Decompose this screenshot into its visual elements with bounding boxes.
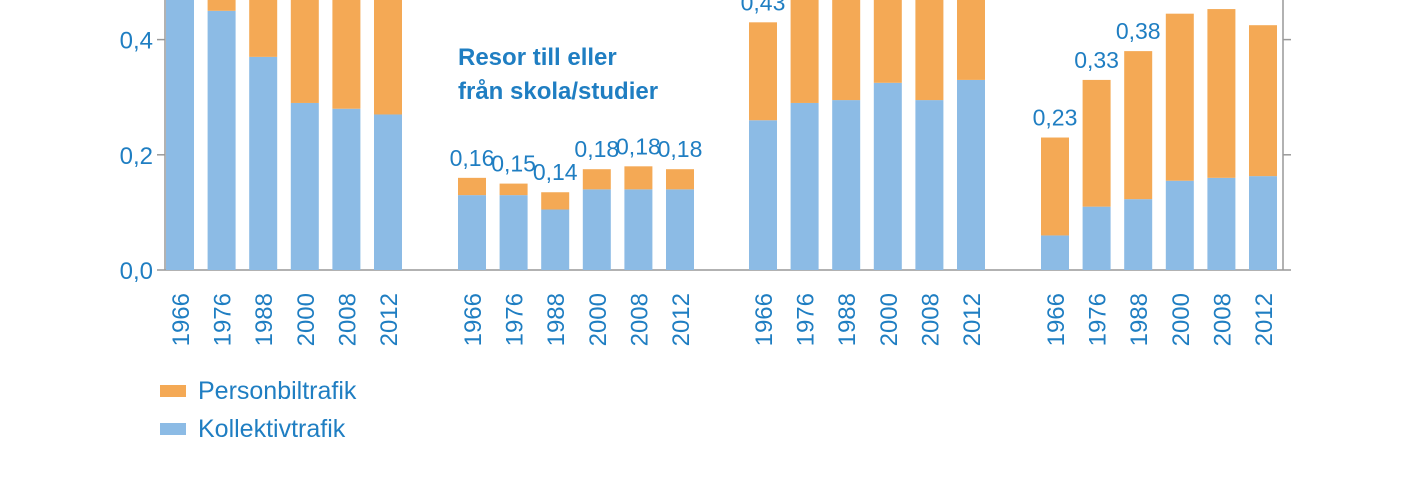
value-label-group2-1988: 0,14 bbox=[533, 159, 578, 185]
bar-personbiltrafik-group2-2012 bbox=[666, 169, 694, 190]
bar-kollektivtrafik-group2-2000 bbox=[582, 189, 611, 270]
value-label-group4-1976: 0,33 bbox=[1074, 47, 1119, 73]
bar-kollektivtrafik-group1-1988 bbox=[249, 56, 278, 270]
bar-personbiltrafik-group1-2012 bbox=[374, 0, 402, 115]
x-tick-label-group2-1966: 1966 bbox=[460, 293, 487, 346]
bar-kollektivtrafik-group3-1988 bbox=[832, 100, 861, 270]
bar-personbiltrafik-group1-1988 bbox=[249, 0, 278, 57]
x-tick-label-group4-2008: 2008 bbox=[1209, 293, 1236, 346]
value-label-group2-2012: 0,18 bbox=[658, 136, 703, 162]
x-tick-label-group4-1988: 1988 bbox=[1126, 293, 1153, 346]
bar-kollektivtrafik-group3-2008 bbox=[915, 100, 944, 270]
bar-personbiltrafik-group4-2012 bbox=[1249, 25, 1277, 177]
bar-kollektivtrafik-group2-1976 bbox=[499, 195, 528, 270]
bar-personbiltrafik-group4-1976 bbox=[1082, 79, 1111, 207]
bar-kollektivtrafik-group4-1988 bbox=[1124, 199, 1153, 270]
bar-personbiltrafik-group4-1966 bbox=[1041, 137, 1069, 236]
bar-personbiltrafik-group3-2008 bbox=[915, 0, 944, 101]
x-tick-label-group3-1966: 1966 bbox=[751, 293, 778, 346]
x-tick-label-group2-2008: 2008 bbox=[626, 293, 653, 346]
bar-kollektivtrafik-group1-2012 bbox=[374, 114, 402, 270]
bar-personbiltrafik-group2-1976 bbox=[499, 183, 528, 196]
bar-kollektivtrafik-group3-2000 bbox=[873, 82, 902, 270]
x-tick-label-group4-1976: 1976 bbox=[1085, 293, 1112, 346]
bar-personbiltrafik-group1-1976 bbox=[207, 0, 236, 11]
bar-personbiltrafik-group3-1966 bbox=[749, 22, 777, 121]
x-tick-label-group2-1976: 1976 bbox=[502, 293, 529, 346]
bar-kollektivtrafik-group3-1966 bbox=[749, 120, 777, 271]
value-label-group2-1976: 0,15 bbox=[491, 151, 536, 177]
bar-personbiltrafik-group3-2000 bbox=[873, 0, 902, 83]
bar-kollektivtrafik-group1-1976 bbox=[207, 10, 236, 271]
bar-kollektivtrafik-group4-2008 bbox=[1207, 177, 1236, 270]
x-tick-label-group4-1966: 1966 bbox=[1043, 293, 1070, 346]
x-tick-label-group2-1988: 1988 bbox=[543, 293, 570, 346]
bar-personbiltrafik-group2-2008 bbox=[624, 166, 653, 190]
group-title-line-1: Resor till eller bbox=[458, 44, 617, 71]
x-tick-label-group1-2008: 2008 bbox=[334, 293, 361, 346]
x-tick-label-group3-2000: 2000 bbox=[876, 293, 903, 346]
legend-item-kollektivtrafik: Kollektivtrafik bbox=[160, 410, 356, 448]
legend-swatch-personbiltrafik bbox=[160, 385, 186, 397]
value-label-group2-2008: 0,18 bbox=[616, 133, 661, 159]
bar-personbiltrafik-group1-2008 bbox=[332, 0, 361, 109]
legend-swatch-kollektivtrafik bbox=[160, 423, 186, 435]
value-label-group2-2000: 0,18 bbox=[574, 136, 619, 162]
legend-label-kollektivtrafik: Kollektivtrafik bbox=[198, 414, 346, 443]
x-tick-label-group1-2012: 2012 bbox=[376, 293, 403, 346]
bar-personbiltrafik-group3-2012 bbox=[957, 0, 985, 80]
bar-kollektivtrafik-group4-2000 bbox=[1165, 180, 1194, 270]
bar-kollektivtrafik-group3-1976 bbox=[790, 102, 819, 271]
y-tick-label: 0,2 bbox=[120, 143, 153, 170]
y-tick-label: 0,0 bbox=[120, 258, 153, 285]
x-tick-label-group1-2000: 2000 bbox=[293, 293, 320, 346]
x-tick-label-group1-1976: 1976 bbox=[210, 293, 237, 346]
x-tick-label-group3-2008: 2008 bbox=[917, 293, 944, 346]
bar-kollektivtrafik-group3-2012 bbox=[957, 79, 985, 270]
value-label-group2-1966: 0,16 bbox=[450, 145, 495, 171]
bar-kollektivtrafik-group2-1988 bbox=[541, 209, 570, 270]
x-tick-label-group3-1976: 1976 bbox=[793, 293, 820, 346]
bar-kollektivtrafik-group1-1966 bbox=[166, 0, 194, 270]
bar-personbiltrafik-group4-2008 bbox=[1207, 9, 1236, 178]
value-label-group3-1966: 0,43 bbox=[741, 0, 786, 15]
bar-kollektivtrafik-group4-1976 bbox=[1082, 206, 1111, 270]
y-tick-label: 0,4 bbox=[120, 28, 153, 55]
bar-personbiltrafik-group3-1988 bbox=[832, 0, 861, 101]
bar-kollektivtrafik-group1-2008 bbox=[332, 108, 361, 270]
x-tick-label-group1-1988: 1988 bbox=[251, 293, 278, 346]
bar-personbiltrafik-group2-1988 bbox=[541, 192, 570, 210]
bar-kollektivtrafik-group4-1966 bbox=[1041, 235, 1069, 270]
x-tick-label-group3-1988: 1988 bbox=[834, 293, 861, 346]
bar-kollektivtrafik-group2-2008 bbox=[624, 189, 653, 270]
bar-kollektivtrafik-group4-2012 bbox=[1249, 176, 1277, 270]
x-tick-label-group2-2012: 2012 bbox=[668, 293, 695, 346]
legend-item-personbiltrafik: Personbiltrafik bbox=[160, 372, 356, 410]
x-tick-label-group3-2012: 2012 bbox=[959, 293, 986, 346]
bar-kollektivtrafik-group2-2012 bbox=[666, 189, 694, 270]
x-tick-label-group2-2000: 2000 bbox=[585, 293, 612, 346]
bar-kollektivtrafik-group1-2000 bbox=[290, 102, 319, 271]
bar-personbiltrafik-group2-1966 bbox=[458, 177, 486, 196]
bar-personbiltrafik-group2-2000 bbox=[582, 169, 611, 190]
x-tick-label-group4-2012: 2012 bbox=[1251, 293, 1278, 346]
group-title-line-2: från skola/studier bbox=[458, 78, 658, 105]
value-label-group4-1988: 0,38 bbox=[1116, 18, 1161, 44]
x-tick-label-group1-1966: 1966 bbox=[168, 293, 195, 346]
bar-kollektivtrafik-group2-1966 bbox=[458, 195, 486, 270]
legend: Personbiltrafik Kollektivtrafik bbox=[160, 372, 356, 448]
legend-label-personbiltrafik: Personbiltrafik bbox=[198, 376, 357, 405]
bar-personbiltrafik-group4-2000 bbox=[1165, 13, 1194, 181]
bar-personbiltrafik-group3-1976 bbox=[790, 0, 819, 103]
bar-personbiltrafik-group1-2000 bbox=[290, 0, 319, 103]
x-tick-label-group4-2000: 2000 bbox=[1168, 293, 1195, 346]
bar-personbiltrafik-group4-1988 bbox=[1124, 51, 1153, 200]
value-label-group4-1966: 0,23 bbox=[1033, 105, 1078, 131]
